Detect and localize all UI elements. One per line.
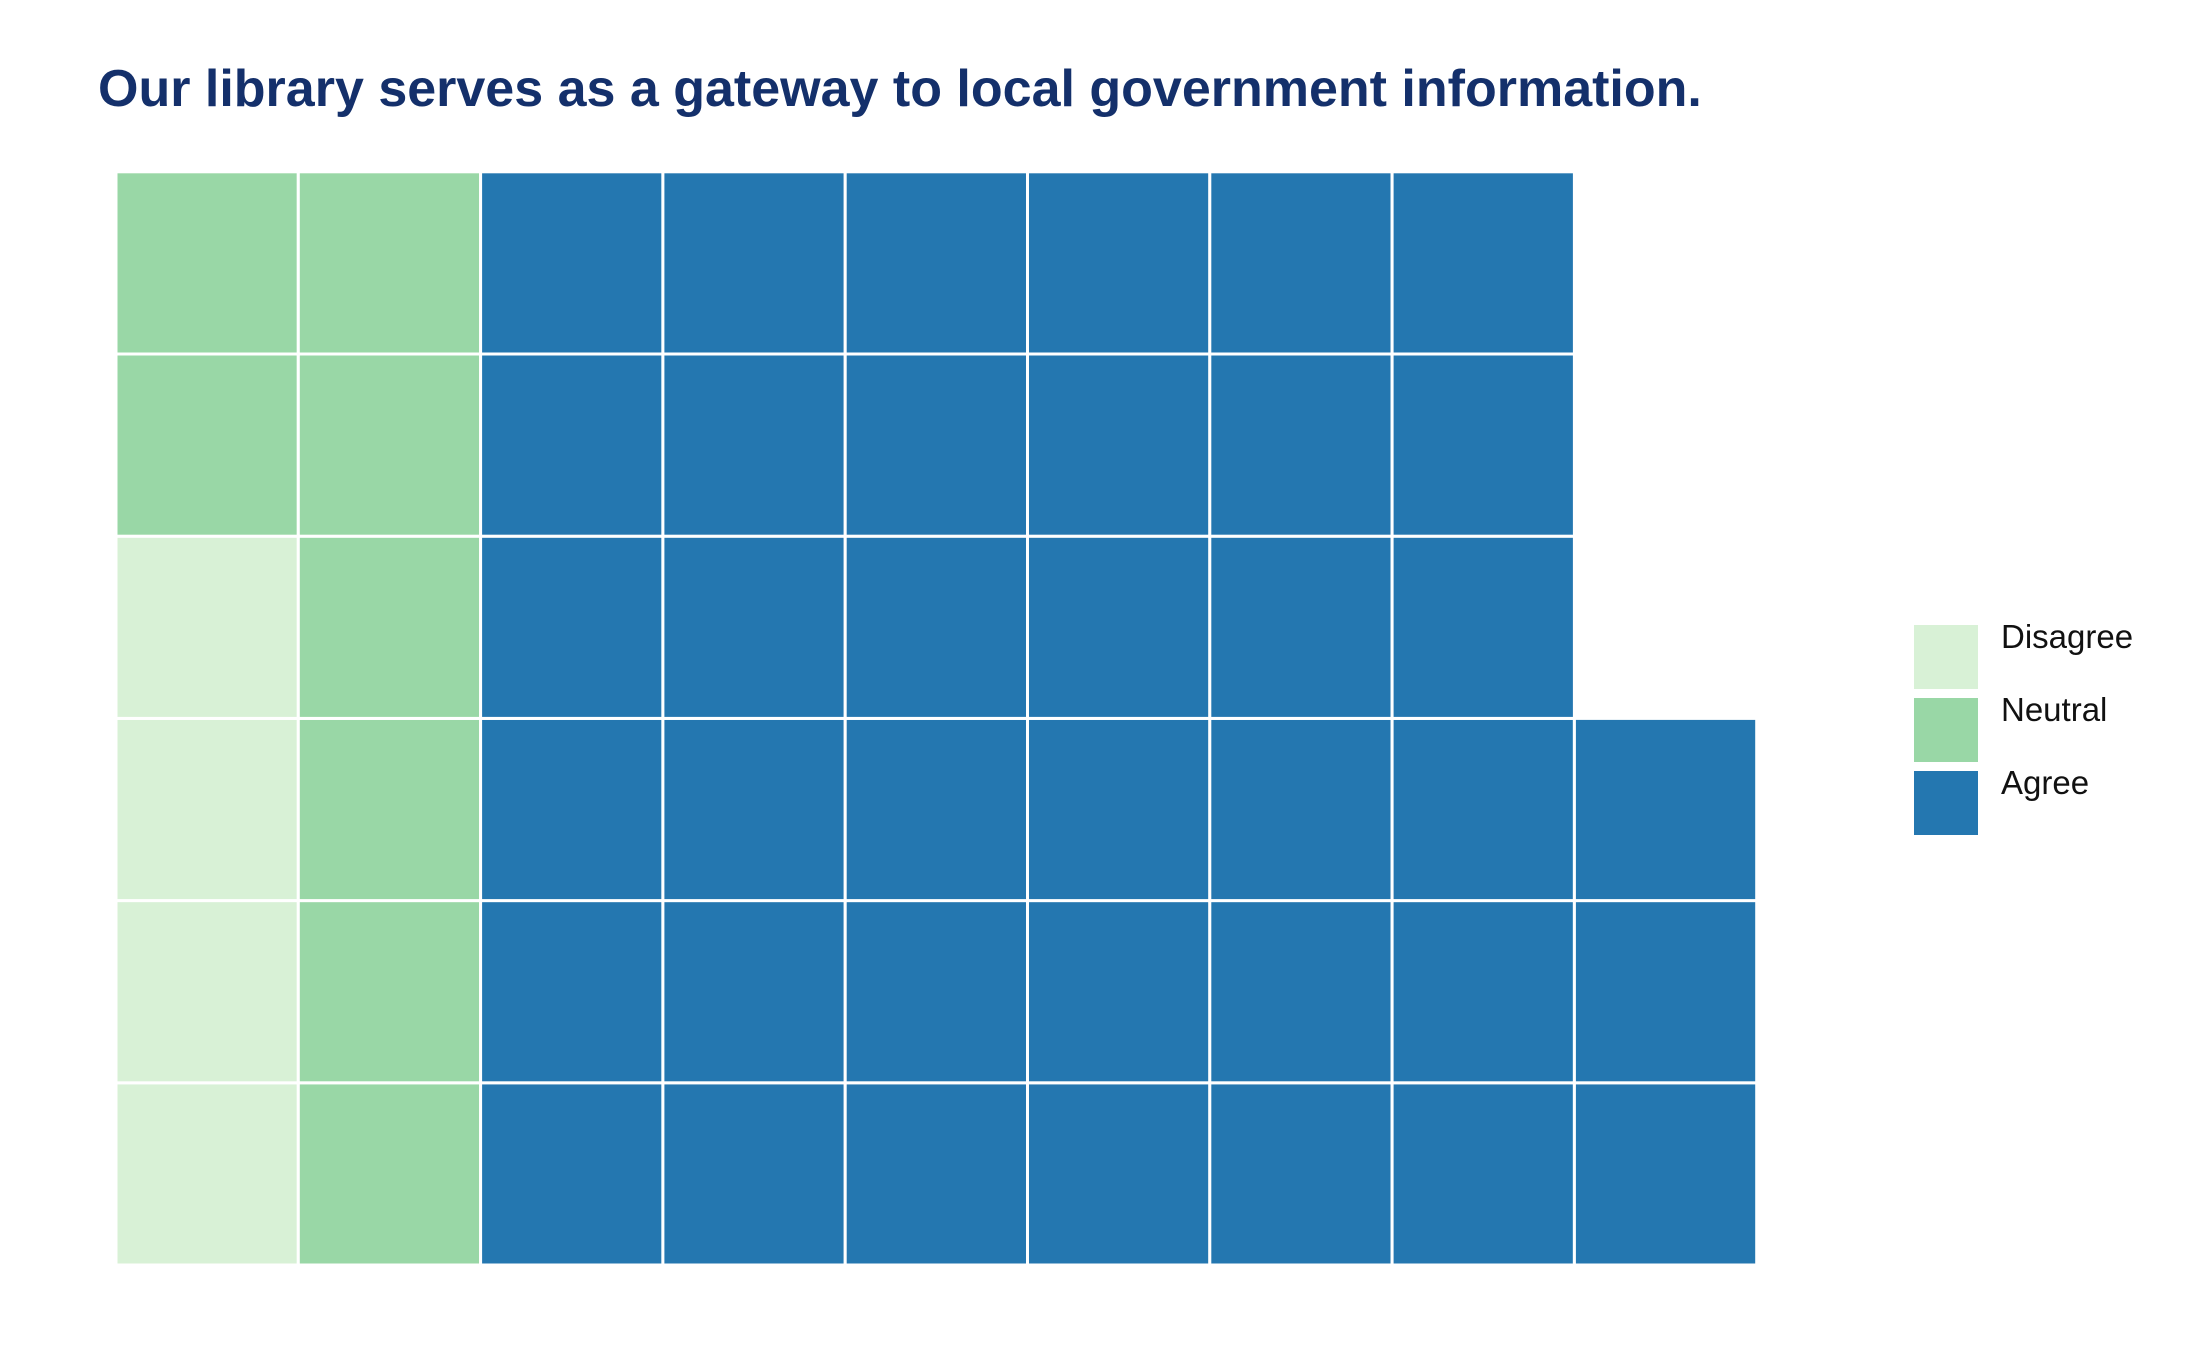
- waffle-cell-agree: [1208, 1081, 1394, 1267]
- waffle-cell-agree: [479, 1081, 665, 1267]
- waffle-cell-agree: [1208, 534, 1394, 720]
- legend-label-disagree: Disagree: [2001, 618, 2133, 655]
- waffle-cell-agree: [479, 170, 665, 356]
- waffle-cell-agree: [1208, 716, 1394, 903]
- legend-label-agree: Agree: [2001, 764, 2089, 801]
- waffle-cell-agree: [1390, 899, 1576, 1085]
- waffle-cell-agree: [661, 1081, 847, 1267]
- waffle-cell-agree: [1572, 716, 1759, 903]
- waffle-cell-agree: [843, 534, 1030, 720]
- waffle-cell-agree: [843, 899, 1030, 1085]
- waffle-cell-neutral: [296, 716, 483, 903]
- waffle-cell-agree: [661, 352, 847, 538]
- waffle-cell-disagree: [114, 716, 300, 903]
- waffle-cell-neutral: [296, 170, 483, 356]
- waffle-cell-agree: [661, 716, 847, 903]
- waffle-cell-agree: [1208, 352, 1394, 538]
- waffle-cell-agree: [1572, 899, 1759, 1085]
- waffle-cell-disagree: [114, 899, 300, 1085]
- waffle-cell-agree: [1390, 352, 1576, 538]
- legend-swatch-neutral: [1914, 698, 1978, 762]
- waffle-cell-agree: [1026, 170, 1212, 356]
- waffle-cell-agree: [479, 534, 665, 720]
- waffle-cell-agree: [1026, 899, 1212, 1085]
- waffle-cell-disagree: [114, 534, 300, 720]
- waffle-cell-neutral: [296, 352, 483, 538]
- waffle-cell-agree: [843, 1081, 1030, 1267]
- legend-label-neutral: Neutral: [2001, 691, 2107, 728]
- waffle-cell-agree: [661, 170, 847, 356]
- waffle-cell-neutral: [114, 352, 300, 538]
- waffle-cell-agree: [1026, 534, 1212, 720]
- waffle-cell-agree: [661, 534, 847, 720]
- waffle-cell-agree: [843, 170, 1030, 356]
- waffle-cell-agree: [479, 352, 665, 538]
- waffle-cell-agree: [1390, 1081, 1576, 1267]
- waffle-cell-agree: [1208, 170, 1394, 356]
- waffle-cell-disagree: [114, 1081, 300, 1267]
- waffle-cell-agree: [479, 716, 665, 903]
- waffle-cell-agree: [1026, 1081, 1212, 1267]
- chart-title: Our library serves as a gateway to local…: [98, 60, 1702, 118]
- waffle-cell-neutral: [296, 1081, 483, 1267]
- waffle-cell-agree: [1390, 170, 1576, 356]
- waffle-cell-agree: [479, 899, 665, 1085]
- waffle-cell-agree: [1208, 899, 1394, 1085]
- waffle-cell-agree: [1390, 534, 1576, 720]
- legend-swatch-agree: [1914, 771, 1978, 835]
- waffle-cell-agree: [1572, 1081, 1759, 1267]
- waffle-cell-agree: [1026, 716, 1212, 903]
- waffle-cell-neutral: [114, 170, 300, 356]
- waffle-cell-neutral: [296, 899, 483, 1085]
- legend-swatch-disagree: [1914, 625, 1978, 689]
- waffle-cells: [114, 170, 1759, 1267]
- waffle-cell-agree: [843, 716, 1030, 903]
- waffle-cell-agree: [661, 899, 847, 1085]
- legend: Disagree Neutral Agree: [1914, 618, 2133, 835]
- waffle-cell-agree: [1390, 716, 1576, 903]
- waffle-cell-agree: [1026, 352, 1212, 538]
- waffle-cell-agree: [843, 352, 1030, 538]
- waffle-cell-neutral: [296, 534, 483, 720]
